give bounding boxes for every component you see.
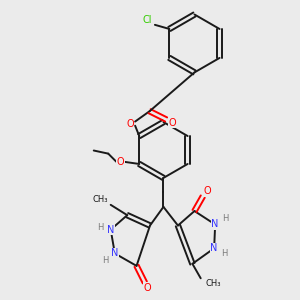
Text: N: N xyxy=(212,220,219,230)
Text: Cl: Cl xyxy=(143,15,152,25)
Text: O: O xyxy=(169,118,176,128)
Text: CH₃: CH₃ xyxy=(93,195,108,204)
Text: N: N xyxy=(211,243,218,253)
Text: H: H xyxy=(102,256,109,265)
Text: H: H xyxy=(221,249,228,258)
Text: O: O xyxy=(126,118,134,129)
Text: H: H xyxy=(97,223,103,232)
Text: H: H xyxy=(222,214,229,223)
Text: O: O xyxy=(117,157,124,167)
Text: O: O xyxy=(203,186,211,197)
Text: O: O xyxy=(143,283,151,292)
Text: N: N xyxy=(111,248,118,258)
Text: CH₃: CH₃ xyxy=(206,279,221,288)
Text: N: N xyxy=(107,225,114,235)
